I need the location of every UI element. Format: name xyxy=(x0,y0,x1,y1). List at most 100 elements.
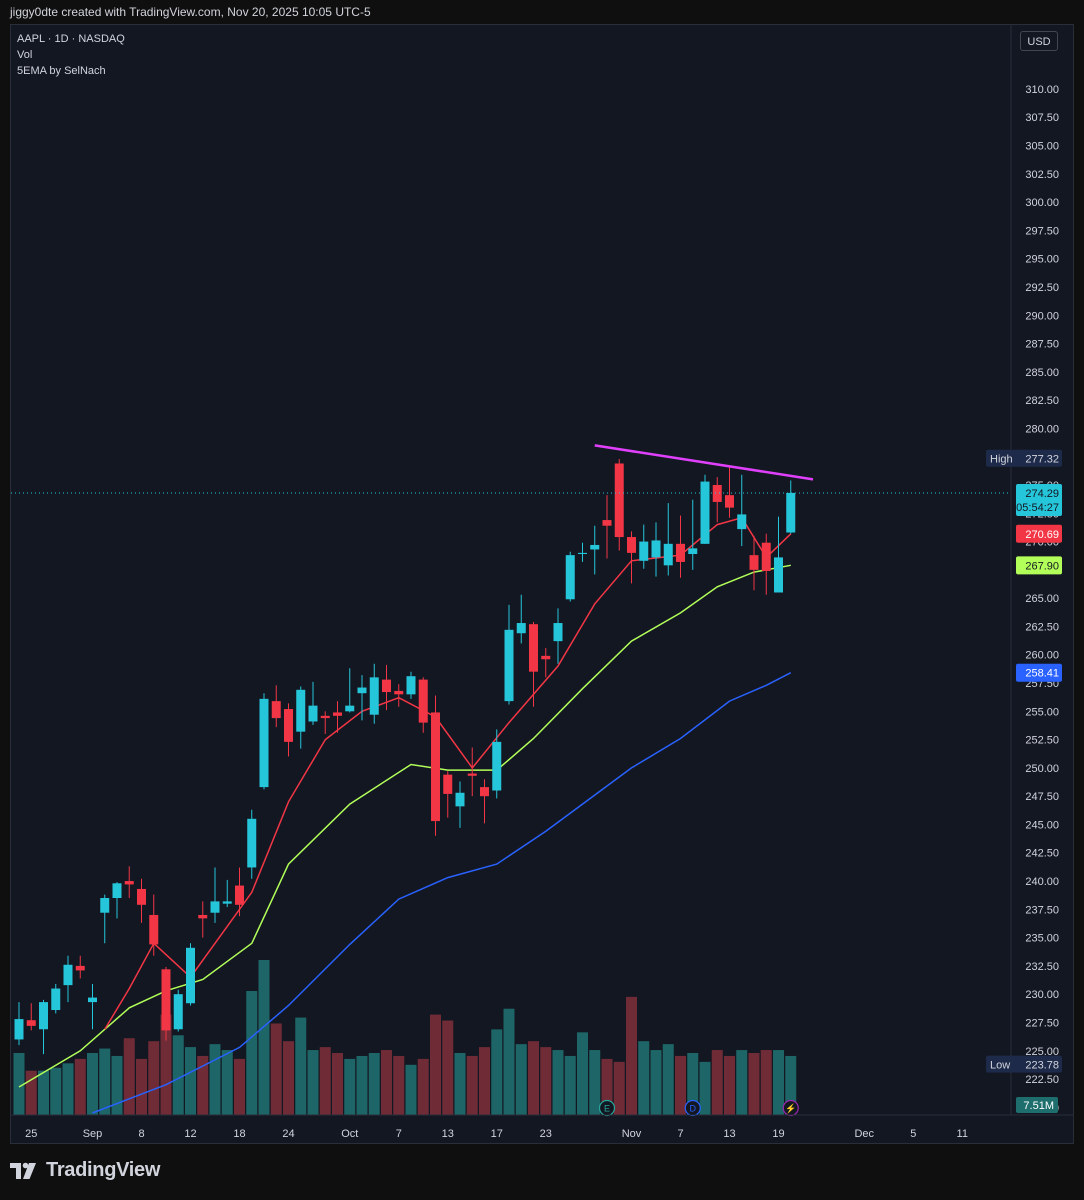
candle-body[interactable] xyxy=(749,555,759,570)
candle-body[interactable] xyxy=(51,988,61,1011)
candle-body[interactable] xyxy=(418,679,428,723)
candle-body[interactable] xyxy=(320,715,330,719)
candle-body[interactable] xyxy=(173,994,183,1030)
candle-body[interactable] xyxy=(516,623,526,634)
candle-body[interactable] xyxy=(688,548,698,555)
currency-button[interactable]: USD xyxy=(1020,31,1058,51)
price-tick-label: 265.00 xyxy=(1025,593,1059,605)
volume-legend[interactable]: Vol xyxy=(17,49,33,61)
candle-body[interactable] xyxy=(406,676,416,695)
volume-bar xyxy=(209,1044,221,1115)
candle-body[interactable] xyxy=(590,544,600,550)
candle-body[interactable] xyxy=(222,901,232,904)
candle-body[interactable] xyxy=(480,787,489,797)
candle-body[interactable] xyxy=(284,709,293,742)
candle-body[interactable] xyxy=(602,520,612,526)
candle-body[interactable] xyxy=(578,552,587,555)
symbol-label[interactable]: AAPL · 1D · NASDAQ xyxy=(17,33,125,45)
low-marker-bg xyxy=(986,1055,1062,1073)
price-tick-label: 255.00 xyxy=(1025,706,1059,718)
price-tick-label: 225.00 xyxy=(1025,1046,1059,1058)
candle-body[interactable] xyxy=(504,629,514,702)
volume-bar xyxy=(99,1048,111,1115)
candle-body[interactable] xyxy=(676,543,685,562)
price-tick-label: 222.50 xyxy=(1025,1074,1059,1086)
price-tick-label: 302.50 xyxy=(1025,169,1059,181)
candle-body[interactable] xyxy=(235,885,244,905)
time-tick-label: Dec xyxy=(854,1128,874,1140)
candle-body[interactable] xyxy=(14,1019,24,1040)
candle-body[interactable] xyxy=(186,947,195,1004)
candle-body[interactable] xyxy=(737,514,747,530)
volume-bar xyxy=(283,1041,294,1115)
candle-body[interactable] xyxy=(443,774,453,794)
candle-body[interactable] xyxy=(431,712,440,822)
candle-body[interactable] xyxy=(651,540,661,558)
candle-body[interactable] xyxy=(308,705,318,722)
candle-body[interactable] xyxy=(296,689,306,732)
price-chart[interactable]: 310.00 307.50 305.00 302.50 300.00 297.50 295.… xyxy=(11,25,1073,1143)
candle-body[interactable] xyxy=(39,1002,48,1030)
resistance-trendline[interactable] xyxy=(594,444,814,481)
candle-body[interactable] xyxy=(467,773,477,776)
candle-body[interactable] xyxy=(786,492,796,533)
candle-body[interactable] xyxy=(369,677,379,715)
candle-body[interactable] xyxy=(345,705,355,712)
candle-body[interactable] xyxy=(88,997,97,1003)
tradingview-logo-icon[interactable] xyxy=(10,1160,40,1182)
candle-body[interactable] xyxy=(725,495,734,508)
candle-body[interactable] xyxy=(63,964,73,986)
candle-body[interactable] xyxy=(712,484,722,502)
candle-body[interactable] xyxy=(333,712,342,716)
volume-bar xyxy=(675,1055,686,1115)
candle-body[interactable] xyxy=(627,537,636,553)
candle-body[interactable] xyxy=(75,965,85,971)
candle-body[interactable] xyxy=(210,901,220,913)
candle-body[interactable] xyxy=(541,655,551,660)
candle-body[interactable] xyxy=(124,881,134,885)
candle-body[interactable] xyxy=(700,481,710,544)
candle-body[interactable] xyxy=(137,888,146,905)
time-tick-label: 5 xyxy=(910,1128,916,1140)
candle-body[interactable] xyxy=(198,914,208,919)
ema-price-label-bg xyxy=(1016,524,1062,543)
chart-panel[interactable]: 310.00 307.50 305.00 302.50 300.00 297.50 295.… xyxy=(10,24,1074,1144)
candle-body[interactable] xyxy=(149,914,159,945)
candle-body[interactable] xyxy=(492,741,502,791)
price-tick-label: 295.00 xyxy=(1025,254,1059,266)
candle-body[interactable] xyxy=(663,543,673,566)
candle-body[interactable] xyxy=(259,698,269,788)
brand-name[interactable]: TradingView xyxy=(46,1159,161,1181)
volume-bar xyxy=(736,1050,748,1115)
candle-body[interactable] xyxy=(382,679,391,693)
candle-body[interactable] xyxy=(553,623,563,642)
candle-body[interactable] xyxy=(112,883,122,899)
candle-body[interactable] xyxy=(394,690,404,695)
earnings-event-letter: E xyxy=(604,1104,610,1114)
volume-bar xyxy=(577,1032,588,1115)
candle-body[interactable] xyxy=(529,624,538,672)
volume-bar xyxy=(172,1035,184,1115)
candle-body[interactable] xyxy=(761,542,771,571)
candle-body[interactable] xyxy=(247,818,257,868)
time-tick-label: 7 xyxy=(677,1128,683,1140)
chart-legend: AAPL · 1D · NASDAQ Vol 5EMA by SelNach xyxy=(17,31,125,79)
candle-body[interactable] xyxy=(357,687,367,694)
candle-body[interactable] xyxy=(100,898,110,913)
volume-bar xyxy=(503,1008,515,1115)
candle-body[interactable] xyxy=(271,701,281,719)
price-tick-label: 262.50 xyxy=(1025,621,1059,633)
candle-body[interactable] xyxy=(614,463,624,538)
volume-bar xyxy=(711,1050,723,1115)
price-tick-label: 285.00 xyxy=(1025,367,1059,379)
candle-body[interactable] xyxy=(455,792,465,807)
candle-body[interactable] xyxy=(161,969,171,1031)
candle-body[interactable] xyxy=(774,557,783,593)
candle-body[interactable] xyxy=(26,1020,36,1026)
current-price-label: 05:54:27 xyxy=(1016,502,1059,514)
volume-bar xyxy=(417,1058,429,1115)
volume-bar xyxy=(650,1050,662,1115)
indicator-legend[interactable]: 5EMA by SelNach xyxy=(17,65,106,77)
candle-body[interactable] xyxy=(639,541,649,561)
candle-body[interactable] xyxy=(565,555,575,600)
